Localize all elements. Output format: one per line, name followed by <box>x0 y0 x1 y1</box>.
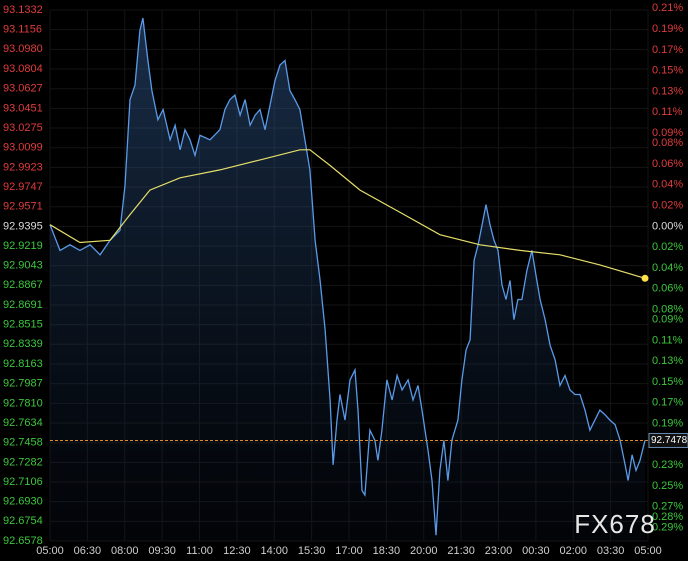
y2-tick-label: 0.28% <box>652 511 683 523</box>
y2-tick-label: 0.17% <box>652 44 683 56</box>
last-price-tag <box>648 432 688 448</box>
x-tick-label: 21:30 <box>447 545 475 557</box>
y2-tick-label: 0.15% <box>652 376 683 388</box>
y-tick-label: 92.9747 <box>3 181 43 193</box>
y-tick-label: 93.1332 <box>3 4 43 16</box>
x-tick-label: 12:30 <box>223 545 251 557</box>
y-tick-label: 92.9395 <box>3 220 43 232</box>
y2-tick-label: 0.02% <box>652 241 683 253</box>
y-tick-label: 93.0275 <box>3 122 43 134</box>
y2-tick-label: 0.04% <box>652 262 683 274</box>
y2-tick-label: 0.17% <box>652 397 683 409</box>
area <box>50 18 646 541</box>
y-tick-label: 92.9571 <box>3 201 43 213</box>
y2-tick-label: 0.09% <box>652 314 683 326</box>
y-tick-label: 93.0980 <box>3 43 43 55</box>
x-tick-label: 17:00 <box>335 545 363 557</box>
last-price-label: 92.7478 <box>651 435 688 446</box>
x-tick-label: 00:30 <box>522 545 550 557</box>
x-tick-label: 09:30 <box>148 545 176 557</box>
y2-tick-label: 0.11% <box>652 334 683 346</box>
y-tick-label: 92.7987 <box>3 378 43 390</box>
watermark: FX678 <box>574 509 656 539</box>
x-tick-label: 08:00 <box>111 545 139 557</box>
y-tick-label: 92.7282 <box>3 456 43 468</box>
line <box>49 149 646 279</box>
y-tick-label: 92.8867 <box>3 279 43 291</box>
x-tick-label: 06:30 <box>74 545 102 557</box>
x-tick-label: 03:30 <box>597 545 625 557</box>
y2-tick-label: 0.19% <box>652 417 683 429</box>
x-tick-label: 23:00 <box>485 545 513 557</box>
y2-tick-label: 0.00% <box>652 220 683 232</box>
x-tick-label: 15:30 <box>298 545 326 557</box>
y-tick-label: 92.7810 <box>3 397 43 409</box>
y2-tick-label: 0.02% <box>652 199 683 211</box>
y2-tick-label: 0.27% <box>652 501 683 513</box>
y2-tick-label: 0.04% <box>652 179 683 191</box>
y-tick-label: 92.9219 <box>3 240 43 252</box>
x-tick-label: 02:00 <box>559 545 587 557</box>
y2-tick-label: 0.08% <box>652 137 683 149</box>
y2-tick-label: 0.29% <box>652 521 683 533</box>
y-tick-label: 92.9043 <box>3 260 43 272</box>
x-tick-label: 18:30 <box>373 545 401 557</box>
y2-tick-label: 0.23% <box>652 459 683 471</box>
y-tick-label: 92.6930 <box>3 496 43 508</box>
y-tick-label: 92.9923 <box>3 161 43 173</box>
line <box>49 17 646 536</box>
y-tick-label: 93.0627 <box>3 83 43 95</box>
y2-tick-label: 0.06% <box>652 283 683 295</box>
y-tick-label: 92.8163 <box>3 358 43 370</box>
y2-tick-label: 0.13% <box>652 355 683 367</box>
x-tick-label: 20:00 <box>410 545 438 557</box>
end-dot <box>641 274 649 282</box>
y2-tick-label: 0.19% <box>652 23 683 35</box>
y2-tick-label: 0.11% <box>652 106 683 118</box>
y2-tick-label: 0.13% <box>652 85 683 97</box>
y2-tick-label: 0.21% <box>652 2 683 14</box>
x-tick-label: 05:00 <box>36 545 64 557</box>
x-tick-label: 11:00 <box>186 545 213 557</box>
y2-tick-label: 0.25% <box>652 480 683 492</box>
y-tick-label: 92.7106 <box>3 476 43 488</box>
y2-tick-label: 0.08% <box>652 303 683 315</box>
y-tick-label: 93.1156 <box>3 24 42 36</box>
y-tick-label: 92.8515 <box>3 319 43 331</box>
y-tick-label: 92.7458 <box>3 437 43 449</box>
y-tick-label: 92.8691 <box>3 299 43 311</box>
y-tick-label: 92.6578 <box>3 535 43 547</box>
x-tick-label: 05:00 <box>634 545 662 557</box>
y-tick-label: 92.7634 <box>3 417 43 429</box>
y-tick-label: 93.0099 <box>3 142 43 154</box>
y2-tick-label: 0.09% <box>652 127 683 139</box>
y-tick-label: 92.8339 <box>3 338 43 350</box>
y2-tick-label: 0.06% <box>652 158 683 170</box>
y-tick-label: 93.0451 <box>3 102 43 114</box>
x-tick-label: 14:00 <box>260 545 288 557</box>
y-tick-label: 92.6754 <box>3 515 43 527</box>
y-tick-label: 93.0804 <box>3 63 43 75</box>
y2-tick-label: 0.15% <box>652 65 683 77</box>
